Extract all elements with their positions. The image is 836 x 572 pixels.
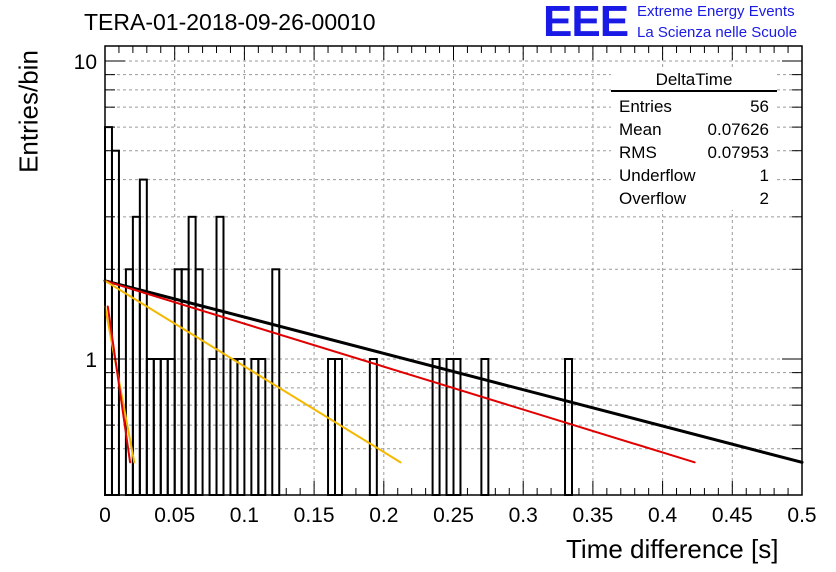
histogram-bin [166,358,176,496]
y-tick-label: 10 [74,51,97,74]
fit-line [104,279,402,464]
histogram-bin [250,358,260,496]
histogram-bin [208,358,218,496]
stats-row-rms: RMS 0.07953 [611,141,777,164]
histogram-bin [327,358,337,496]
stats-row-mean: Mean 0.07626 [611,118,777,141]
stats-row-underflow: Underflow 1 [611,164,777,187]
x-tick-label: 0 [99,504,111,527]
histogram [104,126,573,496]
histogram-bin [334,358,343,496]
y-axis-label: Entries/bin [13,50,44,173]
histogram-bin [368,358,378,496]
stats-label: Overflow [619,189,687,208]
histogram-bin [452,358,462,496]
histogram-bin [187,215,197,496]
fit-line [103,279,804,464]
fit-lines [103,279,804,464]
stats-value: 2 [759,189,769,208]
x-tick-label: 0.25 [433,504,474,527]
histogram-bin [159,358,169,496]
chart-title: TERA-01-2018-09-26-00010 [84,9,376,35]
histogram-bin [229,358,239,496]
histogram-bin [236,358,246,496]
stats-value: 1 [759,166,769,185]
histogram-bin [152,358,162,496]
histogram-bin [145,358,155,496]
histogram-bin [271,268,281,496]
stats-value: 56 [750,97,769,116]
org-name-line1: Extreme Energy Events [637,3,795,20]
histogram-bin [138,178,148,496]
histogram-bin [110,149,120,496]
x-ticks: 0 0.05 0.1 0.15 0.2 0.25 0.3 0.35 0.4 0.45 0.5 [99,46,817,527]
stats-box: DeltaTime Entries 56 Mean 0.07626 RMS 0.… [611,70,777,210]
stats-value: 0.07626 [707,120,769,139]
stats-row-entries: Entries 56 [611,95,777,118]
stats-label: Mean [619,120,662,139]
y-ticks: 1 10 [74,51,802,450]
org-name-line2: La Scienza nelle Scuole [637,24,798,41]
x-tick-label: 0.4 [648,504,678,527]
x-tick-label: 0.2 [369,504,398,527]
y-tick-label: 1 [85,349,97,372]
stats-title: DeltaTime [611,70,777,92]
histogram-bin [131,215,141,496]
x-tick-label: 0.05 [154,504,195,527]
histogram-bin [445,358,455,496]
eee-logo: EEE [543,0,629,46]
x-tick-label: 0.15 [294,504,335,527]
stats-value: 0.07953 [707,143,769,162]
stats-label: Underflow [619,166,696,185]
stats-label: RMS [619,143,657,162]
x-tick-label: 0.5 [787,504,816,527]
histogram-bin [431,358,441,496]
x-tick-label: 0.35 [572,504,613,527]
x-tick-label: 0.3 [509,504,538,527]
x-tick-label: 0.45 [712,504,753,527]
x-axis-label: Time difference [s] [566,534,779,564]
stats-row-overflow: Overflow 2 [611,187,777,210]
fit-line [106,305,132,464]
histogram-bin [564,358,573,496]
fit-line [104,279,696,464]
x-tick-label: 0.1 [230,504,259,527]
histogram-bin [215,215,225,496]
stats-label: Entries [619,97,672,116]
